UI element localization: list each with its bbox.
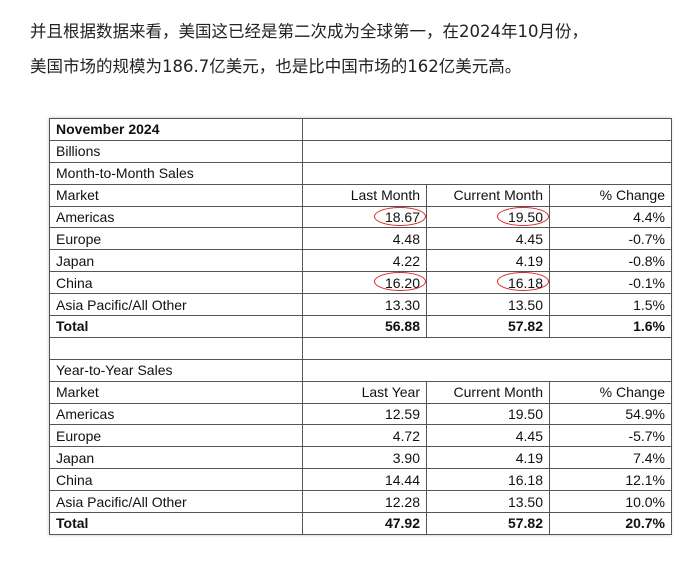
red-circle-annotation [374, 272, 426, 292]
cell-value: Last Year [302, 380, 427, 404]
cell-value: 4.4% [548, 205, 673, 229]
table-row: Total 47.92 57.82 20.7% [49, 512, 673, 535]
cell-value: 4.22 [302, 249, 427, 273]
paragraph-line: 美国市场的规模为186.7亿美元，也是比中国市场的162亿美元高。 [30, 57, 522, 76]
table-row: Month-to-Month Sales [49, 161, 673, 185]
section-label: November 2024 [49, 118, 303, 141]
cell-value: 13.30 [302, 293, 427, 317]
empty-cell [301, 161, 673, 185]
section-label: Billions [49, 139, 303, 163]
cell-value: 4.45 [426, 424, 550, 448]
cell-value: 3.90 [302, 446, 427, 470]
cell-value: 12.1% [548, 468, 673, 492]
cell-value: 7.4% [548, 446, 673, 470]
row-label: Americas [49, 205, 303, 229]
cell-value: 54.9% [548, 402, 673, 426]
cell-value: -0.1% [548, 271, 673, 295]
cell-value: 57.82 [426, 512, 550, 535]
red-circle-annotation [374, 206, 426, 226]
cell-value: 12.59 [302, 402, 427, 426]
cell-value: 4.72 [302, 424, 427, 448]
table-row: Americas 18.67 19.50 4.4% [49, 205, 673, 229]
paragraph-line: 并且根据数据来看，美国这已经是第二次成为全球第一，在2024年10月份， [30, 22, 588, 41]
row-label: Asia Pacific/All Other [49, 490, 303, 514]
table-row: Market Last Year Current Month% Change [49, 380, 673, 404]
cell-value: 4.19 [426, 446, 550, 470]
table-row: November 2024 [49, 118, 673, 141]
paragraph: 并且根据数据来看，美国这已经是第二次成为全球第一，在2024年10月份， 美国市场… [30, 14, 588, 84]
cell-value: 4.45 [426, 227, 550, 251]
section-label: Year-to-Year Sales [49, 358, 303, 382]
empty-cell [49, 336, 303, 360]
cell-value: 13.50 [426, 293, 550, 317]
row-label: Market [49, 380, 303, 404]
table-row: Market Last Month Current Month% Change [49, 183, 673, 207]
red-circle-annotation [497, 206, 549, 226]
cell-value: 47.92 [302, 512, 427, 535]
cell-value: 4.19 [426, 249, 550, 273]
table-row: Europe 4.48 4.45 -0.7% [49, 227, 673, 251]
cell-value: 12.28 [302, 490, 427, 514]
cell-value: 16.18 [426, 271, 550, 295]
empty-cell [301, 139, 673, 163]
table-row: Asia Pacific/All Other 12.28 13.50 10.0% [49, 490, 673, 514]
cell-value: 13.50 [426, 490, 550, 514]
cell-value: 1.6% [548, 315, 673, 338]
cell-value: 16.18 [426, 468, 550, 492]
cell-value: Last Month [302, 183, 427, 207]
section-label: Month-to-Month Sales [49, 161, 303, 185]
table-row: China 14.44 16.18 12.1% [49, 468, 673, 492]
empty-cell [301, 118, 673, 141]
cell-value: 19.50 [426, 402, 550, 426]
cell-value: Current Month [426, 380, 550, 404]
table-row: Americas 12.59 19.50 54.9% [49, 402, 673, 426]
cell-value: 57.82 [426, 315, 550, 338]
cell-value: Current Month [426, 183, 550, 207]
row-label: Total [49, 315, 303, 338]
empty-cell [301, 336, 673, 360]
row-label: Europe [49, 424, 303, 448]
table-row: China 16.20 16.18 -0.1% [49, 271, 673, 295]
table-image: November 2024 Billions Month-to-Month Sale… [49, 118, 673, 535]
cell-value: % Change [548, 183, 673, 207]
cell-value: 4.48 [302, 227, 427, 251]
row-label: Japan [49, 249, 303, 273]
table-row: Europe 4.72 4.45 -5.7% [49, 424, 673, 448]
cell-value: % Change [548, 380, 673, 404]
table-row: Japan 4.22 4.19 -0.8% [49, 249, 673, 273]
empty-cell [301, 358, 673, 382]
cell-value: 18.67 [302, 205, 427, 229]
cell-value: 10.0% [548, 490, 673, 514]
table-row: Japan 3.90 4.19 7.4% [49, 446, 673, 470]
cell-value: 56.88 [302, 315, 427, 338]
table-row: Billions [49, 139, 673, 163]
table-row: Year-to-Year Sales [49, 358, 673, 382]
cell-value: -0.8% [548, 249, 673, 273]
cell-value: 19.50 [426, 205, 550, 229]
row-label: China [49, 468, 303, 492]
cell-value: 1.5% [548, 293, 673, 317]
sales-table: November 2024 Billions Month-to-Month Sale… [49, 118, 673, 535]
table-row [49, 336, 673, 360]
row-label: Americas [49, 402, 303, 426]
cell-value: 16.20 [302, 271, 427, 295]
table-row: Asia Pacific/All Other 13.30 13.50 1.5% [49, 293, 673, 317]
cell-value: -5.7% [548, 424, 673, 448]
row-label: China [49, 271, 303, 295]
row-label: Europe [49, 227, 303, 251]
red-circle-annotation [497, 272, 549, 292]
row-label: Total [49, 512, 303, 535]
row-label: Market [49, 183, 303, 207]
row-label: Japan [49, 446, 303, 470]
cell-value: -0.7% [548, 227, 673, 251]
cell-value: 20.7% [548, 512, 673, 535]
cell-value: 14.44 [302, 468, 427, 492]
table-row: Total 56.88 57.82 1.6% [49, 315, 673, 338]
row-label: Asia Pacific/All Other [49, 293, 303, 317]
